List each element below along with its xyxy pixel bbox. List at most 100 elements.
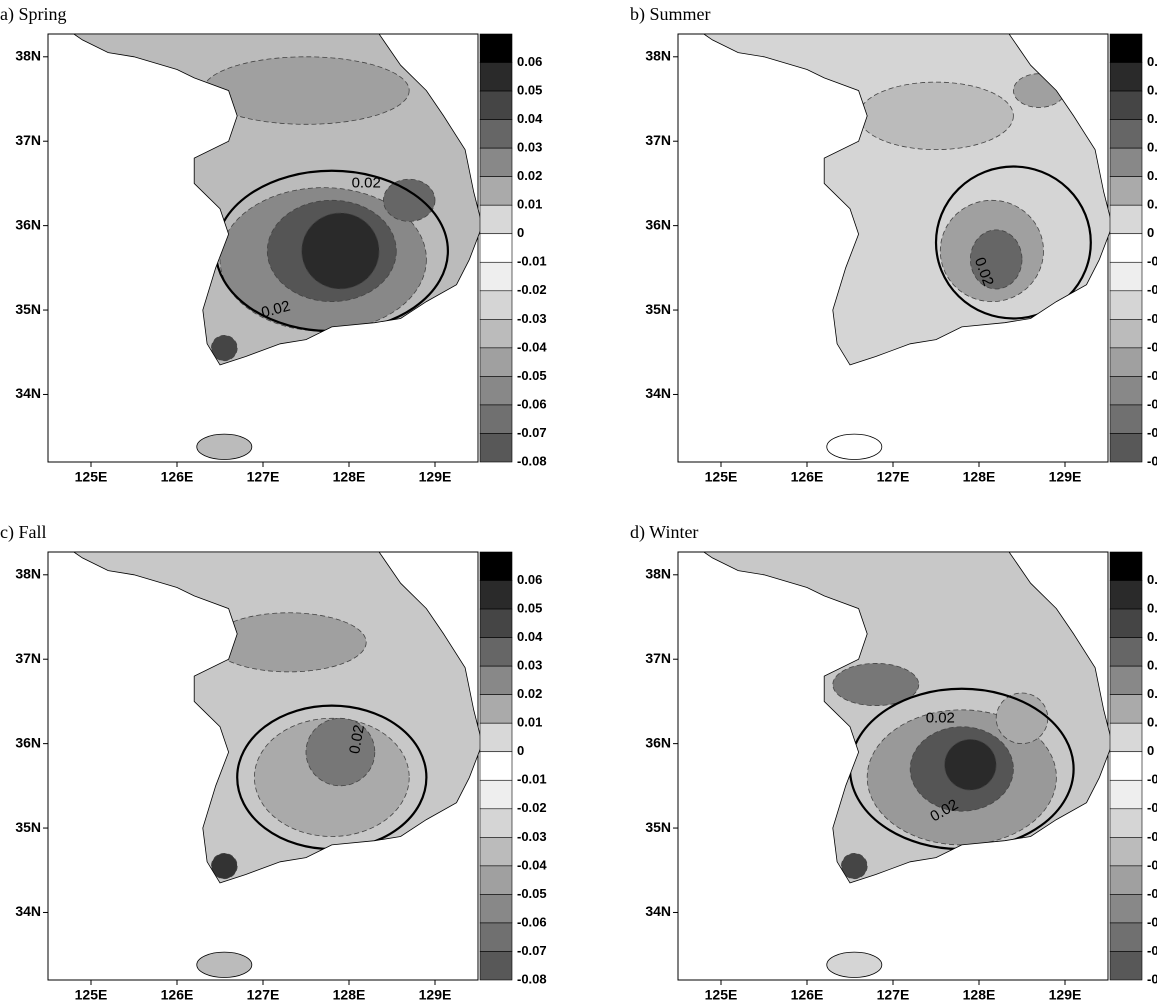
y-tick-label: 34N [15, 903, 41, 919]
colorbar-label: 0.06 [1147, 572, 1157, 587]
colorbar-swatch [1110, 666, 1142, 695]
contour-label: 0.02 [926, 709, 955, 726]
colorbar-label: 0.05 [517, 601, 542, 616]
y-tick-label: 36N [15, 216, 41, 232]
x-tick-label: 126E [791, 987, 824, 1003]
colorbar-swatch [1110, 120, 1142, 149]
colorbar-swatch [1110, 638, 1142, 667]
panel: b) Summer0.02125E126E127E128E129E34N35N3… [630, 4, 1157, 485]
colorbar-swatch [1110, 91, 1142, 120]
colorbar-swatch [1110, 809, 1142, 838]
colorbar-label: -0.06 [517, 914, 547, 929]
colorbar-label: -0.07 [517, 943, 547, 958]
colorbar-swatch [1110, 262, 1142, 291]
colorbar-label: -0.05 [517, 368, 547, 383]
colorbar-swatch [1110, 148, 1142, 177]
colorbar-label: -0.06 [1147, 914, 1157, 929]
colorbar-label: 0.03 [517, 658, 542, 673]
colorbar-label: 0.06 [517, 572, 542, 587]
colorbar-label: -0.05 [517, 886, 547, 901]
colorbar-label: -0.03 [1147, 829, 1157, 844]
y-tick-label: 38N [15, 565, 41, 581]
colorbar-label: 0.02 [517, 686, 542, 701]
colorbar-label: -0.01 [1147, 254, 1157, 269]
y-tick-label: 36N [645, 216, 671, 232]
colorbar-label: 0 [517, 225, 524, 240]
y-tick-label: 37N [15, 650, 41, 666]
colorbar-label: 0.01 [517, 197, 542, 212]
colorbar-label: 0.04 [517, 111, 543, 126]
x-tick-label: 126E [161, 987, 194, 1003]
colorbar-label: -0.01 [517, 254, 547, 269]
colorbar-label: 0.01 [1147, 715, 1157, 730]
jeju [197, 434, 252, 459]
colorbar-label: -0.07 [1147, 943, 1157, 958]
y-tick-label: 37N [15, 132, 41, 148]
panel-title: c) Fall [0, 522, 47, 543]
colorbar-label: -0.04 [517, 339, 547, 354]
colorbar-swatch [480, 723, 512, 752]
colorbar-label: -0.04 [1147, 339, 1157, 354]
y-tick-label: 37N [645, 650, 671, 666]
x-tick-label: 127E [877, 987, 910, 1003]
colorbar-swatch [480, 780, 512, 809]
colorbar-label: -0.01 [517, 772, 547, 787]
colorbar-swatch [480, 205, 512, 234]
colorbar-swatch [480, 433, 512, 462]
x-tick-label: 128E [333, 469, 366, 485]
colorbar-label: -0.02 [1147, 282, 1157, 297]
colorbar-label: 0.04 [1147, 629, 1157, 644]
colorbar-label: -0.07 [1147, 425, 1157, 440]
colorbar-swatch [480, 405, 512, 434]
colorbar-swatch [1110, 552, 1142, 581]
colorbar-swatch [1110, 291, 1142, 320]
colorbar-label: -0.04 [1147, 857, 1157, 872]
colorbar-swatch [1110, 234, 1142, 263]
y-tick-label: 38N [15, 47, 41, 63]
colorbar-swatch [480, 177, 512, 206]
colorbar-swatch [480, 866, 512, 895]
colorbar-label: 0.04 [1147, 111, 1157, 126]
colorbar-label: -0.03 [1147, 311, 1157, 326]
colorbar-swatch [480, 91, 512, 120]
x-tick-label: 128E [963, 987, 996, 1003]
colorbar-label: -0.07 [517, 425, 547, 440]
colorbar-label: 0.03 [517, 140, 542, 155]
colorbar-swatch [480, 291, 512, 320]
colorbar-label: 0 [1147, 225, 1154, 240]
shade-blob [945, 739, 997, 790]
colorbar-swatch [480, 695, 512, 724]
colorbar-label: 0.06 [517, 54, 542, 69]
x-tick-label: 129E [1049, 469, 1082, 485]
colorbar-swatch [1110, 894, 1142, 923]
colorbar-swatch [480, 666, 512, 695]
colorbar-label: 0.01 [517, 715, 542, 730]
colorbar-swatch [480, 34, 512, 63]
x-tick-label: 129E [419, 469, 452, 485]
colorbar-label: -0.08 [517, 453, 547, 468]
colorbar-swatch [1110, 177, 1142, 206]
y-tick-label: 34N [645, 385, 671, 401]
colorbar-swatch [1110, 723, 1142, 752]
panel-title: b) Summer [630, 4, 711, 25]
colorbar-swatch [480, 923, 512, 952]
x-tick-label: 128E [333, 987, 366, 1003]
panel: d) Winter0.020.02125E126E127E128E129E34N… [630, 522, 1157, 1003]
colorbar-swatch [480, 148, 512, 177]
jeju [197, 952, 252, 977]
jeju [827, 952, 882, 977]
colorbar-label: 0.06 [1147, 54, 1157, 69]
colorbar-swatch [480, 63, 512, 92]
colorbar-swatch [1110, 581, 1142, 610]
colorbar-label: 0.02 [517, 168, 542, 183]
x-tick-label: 125E [75, 987, 108, 1003]
colorbar-swatch [1110, 866, 1142, 895]
panel-title: d) Winter [630, 522, 698, 543]
colorbar-label: -0.01 [1147, 772, 1157, 787]
x-tick-label: 125E [75, 469, 108, 485]
colorbar-label: -0.06 [1147, 396, 1157, 411]
shade-blob [859, 82, 1014, 150]
colorbar-swatch [480, 262, 512, 291]
colorbar-swatch [480, 837, 512, 866]
